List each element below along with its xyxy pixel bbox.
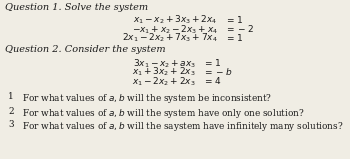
Text: $x_1 - x_2 + 3x_3 + 2x_4$: $x_1 - x_2 + 3x_3 + 2x_4$ [133,14,218,27]
Text: $= -b$: $= -b$ [203,66,232,77]
Text: $= 1$: $= 1$ [225,32,243,43]
Text: $3x_1 - x_2 + ax_3$: $3x_1 - x_2 + ax_3$ [133,57,196,69]
Text: For what values of $a, b$ will the system have only one solution?: For what values of $a, b$ will the syste… [22,107,304,120]
Text: $x_1 - 2x_2 + 2x_3$: $x_1 - 2x_2 + 2x_3$ [132,75,196,87]
Text: $-x_1 + x_2 - 2x_3 + x_4$: $-x_1 + x_2 - 2x_3 + x_4$ [132,23,218,35]
Text: $x_1 + 3x_2 + 2x_3$: $x_1 + 3x_2 + 2x_3$ [132,66,196,79]
Text: 3: 3 [8,120,14,129]
Text: Question 1. Solve the system: Question 1. Solve the system [5,3,148,12]
Text: $= 1$: $= 1$ [225,14,243,25]
Text: Question 2. Consider the system: Question 2. Consider the system [5,45,166,54]
Text: 2: 2 [8,107,14,116]
Text: 1: 1 [8,92,14,101]
Text: $= -2$: $= -2$ [225,23,254,34]
Text: For what values of $a, b$ will the system be inconsistent?: For what values of $a, b$ will the syste… [22,92,272,105]
Text: $2x_1 - 2x_2 + 7x_3 + 7x_4$: $2x_1 - 2x_2 + 7x_3 + 7x_4$ [122,32,218,45]
Text: $= 1$: $= 1$ [203,57,221,68]
Text: For what values of $a, b$ will the saystem have infinitely many solutions?: For what values of $a, b$ will the sayst… [22,120,344,133]
Text: $= 4$: $= 4$ [203,75,221,86]
